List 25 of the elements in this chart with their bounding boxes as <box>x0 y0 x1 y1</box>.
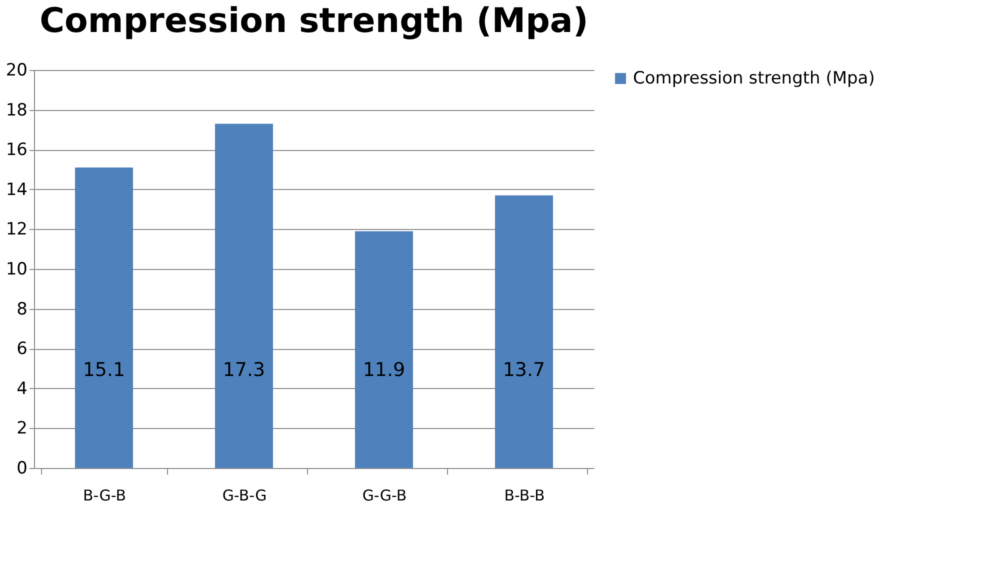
bar <box>75 168 133 468</box>
data-label: 15.1 <box>82 359 126 381</box>
y-tick-label: 8 <box>16 299 28 320</box>
bar <box>355 231 413 468</box>
y-tick-label: 2 <box>16 418 28 439</box>
x-tick-label: G-G-B <box>362 486 407 504</box>
data-label: 13.7 <box>502 359 546 381</box>
x-tick-label: B-B-B <box>504 486 545 504</box>
data-label: 11.9 <box>362 359 406 381</box>
x-tick-label: G-B-G <box>222 486 267 504</box>
y-tick-label: 12 <box>6 220 28 240</box>
y-tick-label: 0 <box>16 458 28 478</box>
y-tick-label: 14 <box>6 180 28 200</box>
data-label: 17.3 <box>222 359 266 381</box>
x-tick-label: B-G-B <box>82 486 126 504</box>
y-tick-label: 16 <box>6 140 28 160</box>
y-tick-label: 10 <box>6 260 28 280</box>
legend-label: Compression strength (Mpa) <box>633 68 875 88</box>
y-tick-label: 6 <box>16 339 28 360</box>
y-tick-label: 20 <box>6 60 28 80</box>
y-tick-label: 18 <box>6 100 28 120</box>
chart-title: Compression strength (Mpa) <box>40 1 588 41</box>
bar <box>215 124 273 468</box>
y-tick-label: 4 <box>16 378 28 399</box>
bar <box>495 195 553 468</box>
